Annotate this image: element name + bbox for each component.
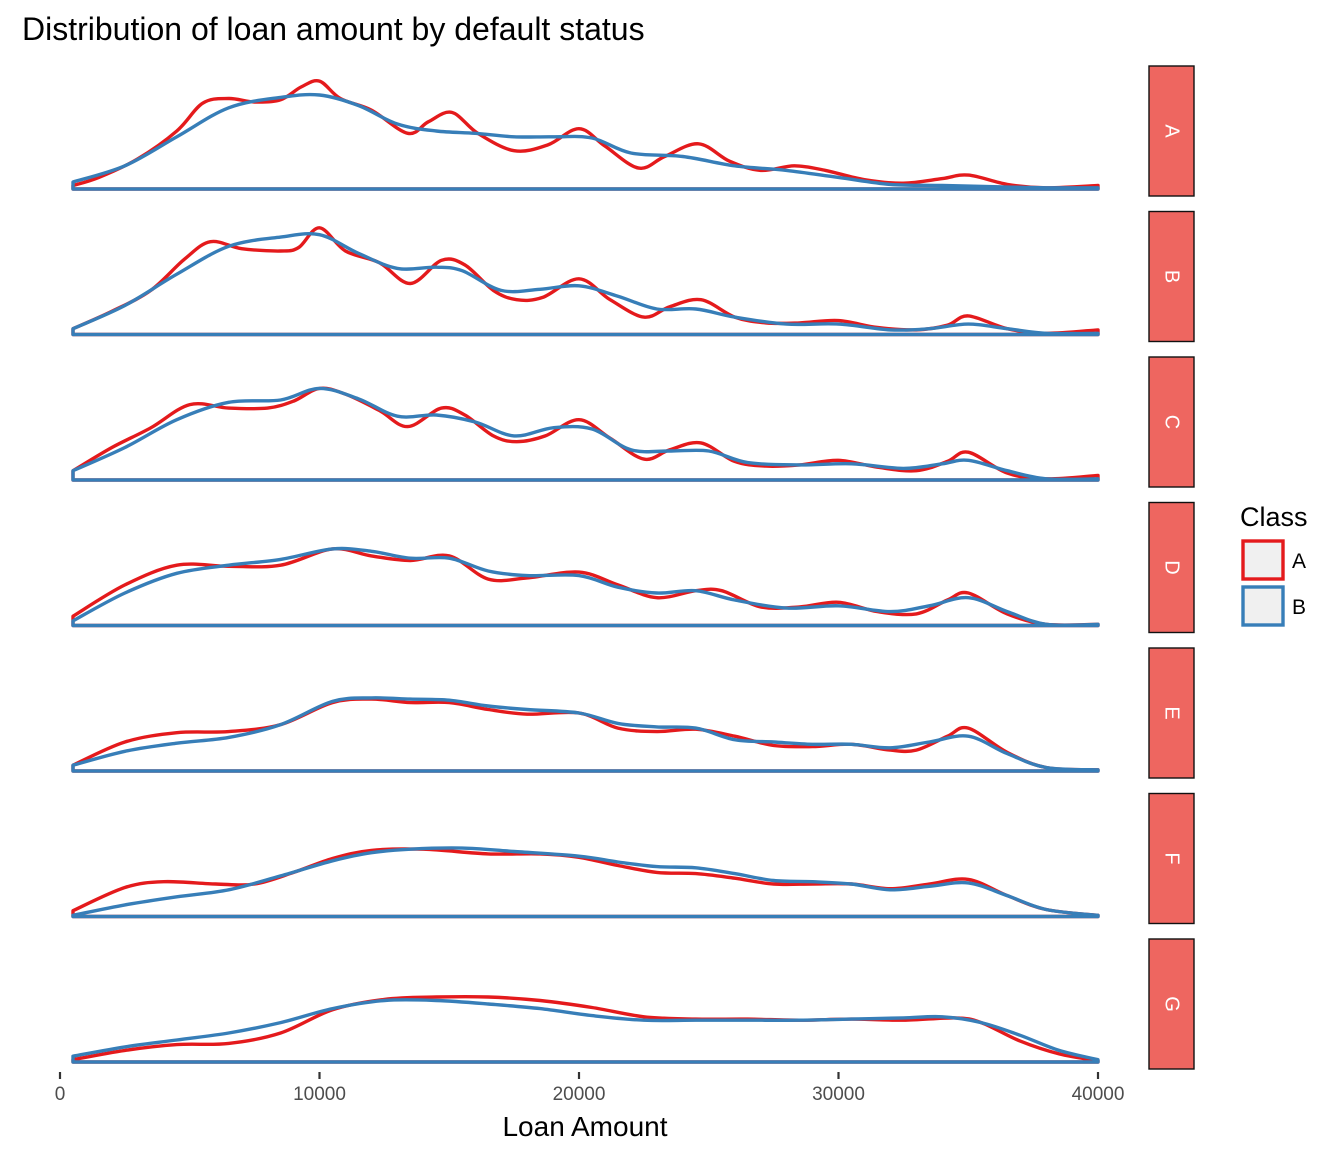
density-curve-G-B: [71, 998, 1100, 1064]
facet-label-B: B: [1161, 270, 1183, 283]
facet-strip-B: [1148, 210, 1195, 343]
facet-panel-F: F: [71, 792, 1195, 925]
facet-strip-A: [1148, 65, 1195, 197]
facet-label-E: E: [1161, 706, 1183, 719]
density-curve-A-B: [71, 92, 1100, 191]
legend-label-A: A: [1292, 550, 1306, 573]
facet-strip-E: [1148, 647, 1195, 779]
x-tick-label-40000: 40000: [1072, 1084, 1125, 1105]
x-tick-label-0: 0: [55, 1084, 66, 1105]
density-curve-G-A: [71, 995, 1100, 1064]
legend: Class AB: [1240, 502, 1308, 627]
density-curve-B-A: [71, 226, 1100, 337]
density-curve-C-A: [71, 386, 1100, 482]
density-curve-D-A: [71, 546, 1100, 628]
legend-key-B: [1241, 585, 1285, 627]
density-curve-F-B: [71, 846, 1100, 919]
chart-title: Distribution of loan amount by default s…: [22, 11, 645, 47]
density-curve-E-A: [71, 697, 1100, 773]
facet-strip-F: [1148, 792, 1195, 925]
facet-panel-D: D: [71, 501, 1195, 634]
density-curve-D-B: [71, 546, 1100, 628]
facet-strip-G: [1148, 938, 1195, 1070]
facet-label-F: F: [1161, 852, 1183, 864]
legend-label-B: B: [1292, 596, 1306, 619]
facet-panel-E: E: [71, 647, 1195, 779]
facet-label-D: D: [1161, 560, 1183, 574]
density-curve-E-B: [71, 696, 1100, 773]
legend-title: Class: [1240, 502, 1308, 532]
x-axis: 0 10000 20000 30000 40000: [55, 1072, 1125, 1105]
facet-label-G: G: [1161, 996, 1183, 1012]
x-axis-title: Loan Amount: [502, 1111, 667, 1142]
facet-panel-C: C: [71, 356, 1195, 488]
x-tick-label-10000: 10000: [293, 1084, 346, 1105]
x-tick-label-20000: 20000: [553, 1084, 606, 1105]
facet-strip-D: [1148, 501, 1195, 634]
facet-panel-A: A: [71, 65, 1195, 197]
facet-strip-C: [1148, 356, 1195, 488]
facet-label-C: C: [1161, 415, 1183, 429]
x-tick-label-30000: 30000: [812, 1084, 865, 1105]
facet-panel-B: B: [71, 210, 1195, 343]
facet-panels: A B C D E F G: [71, 65, 1195, 1070]
density-curve-A-A: [71, 78, 1100, 191]
facet-label-A: A: [1161, 124, 1183, 138]
facet-panel-G: G: [71, 938, 1195, 1070]
density-curve-C-B: [71, 386, 1100, 482]
legend-key-A: [1241, 539, 1285, 581]
density-curve-B-B: [71, 231, 1100, 337]
